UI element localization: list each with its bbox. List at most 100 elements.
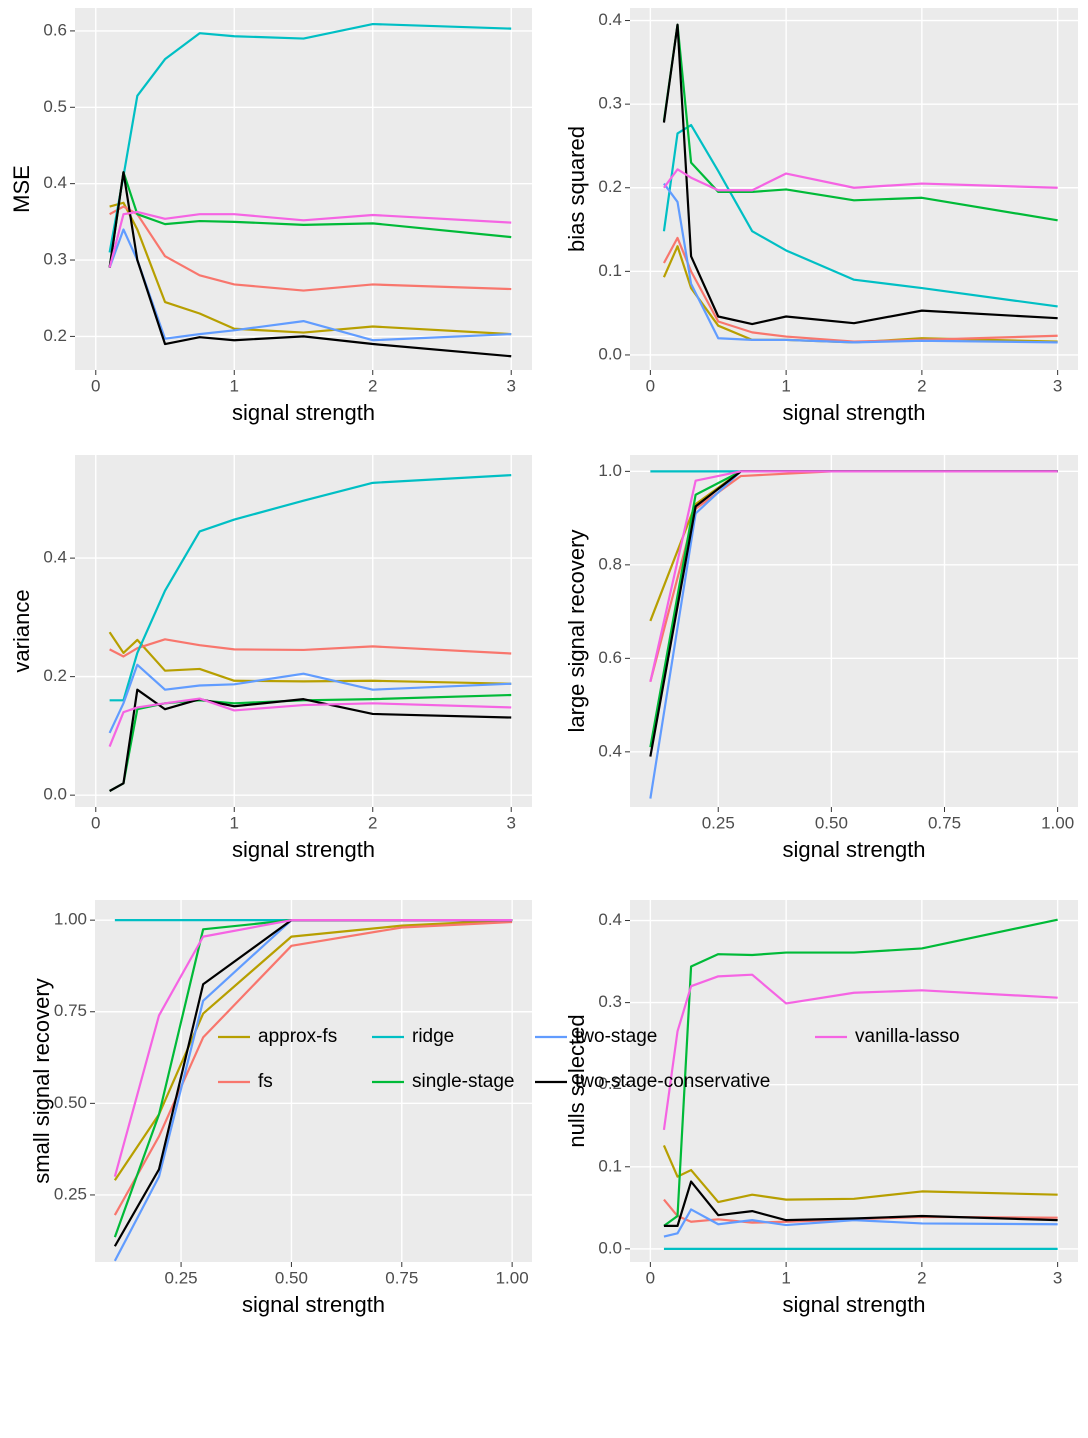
- x-tick-label: 3: [506, 813, 515, 832]
- y-tick-label: 0.6: [598, 648, 622, 667]
- y-tick-label: 0.2: [598, 1074, 622, 1093]
- y-tick-label: 0.2: [598, 177, 622, 196]
- series-line: [108, 22, 512, 253]
- y-tick-label: 0.2: [43, 666, 67, 685]
- y-tick-label: 0.5: [43, 97, 67, 116]
- x-tick-label: 1: [781, 1268, 790, 1287]
- series-line: [108, 663, 512, 734]
- y-tick-label: 0.0: [598, 1238, 622, 1257]
- legend-label: two-stage: [575, 1026, 657, 1047]
- x-tick-label: 0: [646, 376, 655, 395]
- series-line: [108, 631, 512, 685]
- x-tick-label: 0: [91, 813, 100, 832]
- x-tick-label: 2: [368, 813, 377, 832]
- y-tick-label: 0.3: [43, 250, 67, 269]
- x-tick-label: 1: [781, 376, 790, 395]
- y-tick-label: 0.3: [598, 94, 622, 113]
- x-tick-label: 0.25: [702, 813, 735, 832]
- y-tick-label: 0.50: [54, 1093, 87, 1112]
- x-tick-label: 1.00: [1041, 813, 1074, 832]
- y-tick-label: 0.4: [43, 173, 67, 192]
- y-tick-label: 0.0: [598, 344, 622, 363]
- plot-background: [75, 8, 532, 370]
- x-tick-label: 0.75: [928, 813, 961, 832]
- plot-background: [75, 455, 532, 807]
- y-axis-title: variance: [9, 589, 34, 672]
- x-axis-title: signal strength: [782, 837, 925, 862]
- y-tick-label: 0.6: [43, 20, 67, 39]
- y-tick-label: 0.3: [598, 992, 622, 1011]
- panel: 0.0 0.1 0.2 0.3 0.4 0 1 2 3 signal strength nulls …: [564, 900, 1078, 1317]
- x-tick-label: 0.75: [385, 1268, 418, 1287]
- legend-label: two-stage-conservative: [575, 1071, 770, 1092]
- y-axis-title: large signal recovery: [564, 530, 589, 733]
- series-line: [109, 205, 512, 292]
- x-axis-title: signal strength: [232, 837, 375, 862]
- series-line: [663, 1208, 1058, 1238]
- x-axis-title: signal strength: [782, 400, 925, 425]
- panel: 0.2 0.3 0.4 0.5 0.6 0 1 2 3 signal strength MSE: [9, 8, 532, 425]
- legend-label: approx-fs: [258, 1026, 337, 1047]
- y-tick-label: 1.00: [54, 910, 87, 929]
- series-line: [109, 474, 512, 702]
- y-tick-label: 0.75: [54, 1001, 87, 1020]
- series-line: [662, 973, 1058, 1130]
- x-tick-label: 1.00: [496, 1268, 529, 1287]
- series-line: [109, 638, 512, 658]
- panel: 0.0 0.1 0.2 0.3 0.4 0 1 2 3 signal strength bias s…: [564, 8, 1078, 425]
- series-line: [663, 918, 1058, 1227]
- x-tick-label: 2: [368, 376, 377, 395]
- y-tick-label: 0.4: [598, 741, 622, 760]
- y-tick-label: 0.1: [598, 261, 622, 280]
- y-axis-title: nulls selected: [564, 1014, 589, 1147]
- panel: 0.0 0.2 0.4 0 1 2 3 signal strength variance: [9, 455, 532, 862]
- x-tick-label: 0: [646, 1268, 655, 1287]
- x-tick-label: 3: [506, 376, 515, 395]
- x-tick-label: 0.25: [165, 1268, 198, 1287]
- x-tick-label: 1: [230, 813, 239, 832]
- y-tick-label: 0.2: [43, 326, 67, 345]
- x-tick-label: 3: [1053, 1268, 1062, 1287]
- y-axis-title: small signal recovery: [29, 978, 54, 1183]
- legend-label: fs: [258, 1071, 273, 1092]
- series-line: [113, 919, 513, 1177]
- series-line: [663, 168, 1058, 192]
- series-line: [662, 1145, 1058, 1204]
- series-line: [109, 201, 512, 336]
- series-line: [113, 919, 513, 1181]
- y-tick-label: 1.0: [598, 461, 622, 480]
- x-tick-label: 3: [1053, 376, 1062, 395]
- y-tick-label: 0.4: [598, 910, 622, 929]
- series-line: [113, 920, 513, 1216]
- x-tick-label: 2: [917, 1268, 926, 1287]
- y-tick-label: 0.25: [54, 1184, 87, 1203]
- panel: 0.4 0.6 0.8 1.0 0.25 0.50 0.75 1.00 signal stren…: [564, 455, 1078, 862]
- y-tick-label: 0.4: [43, 548, 67, 567]
- panel: 0.25 0.50 0.75 1.00 0.25 0.50 0.75 1.00 signal s…: [29, 900, 532, 1317]
- series-line: [108, 697, 512, 747]
- series-line: [662, 23, 1058, 222]
- series-line: [662, 23, 1058, 326]
- series-line: [108, 210, 512, 268]
- series-line: [649, 470, 1058, 682]
- legend-label: ridge: [412, 1026, 454, 1047]
- series-line: [663, 182, 1058, 344]
- y-tick-label: 0.8: [598, 554, 622, 573]
- legend-label: single-stage: [412, 1071, 514, 1092]
- y-tick-label: 0.4: [598, 10, 622, 29]
- x-axis-title: signal strength: [232, 400, 375, 425]
- x-tick-label: 0.50: [275, 1268, 308, 1287]
- series-line: [662, 123, 1058, 308]
- x-tick-label: 0: [91, 376, 100, 395]
- legend-label: vanilla-lasso: [855, 1026, 960, 1047]
- plot-background: [630, 455, 1078, 807]
- x-axis-title: signal strength: [782, 1292, 925, 1317]
- series-line: [108, 171, 512, 268]
- x-tick-label: 0.50: [815, 813, 848, 832]
- y-tick-label: 0.0: [43, 785, 67, 804]
- series-line: [108, 228, 512, 342]
- y-tick-label: 0.1: [598, 1156, 622, 1175]
- series-line: [663, 1180, 1058, 1227]
- y-axis-title: bias squared: [564, 126, 589, 252]
